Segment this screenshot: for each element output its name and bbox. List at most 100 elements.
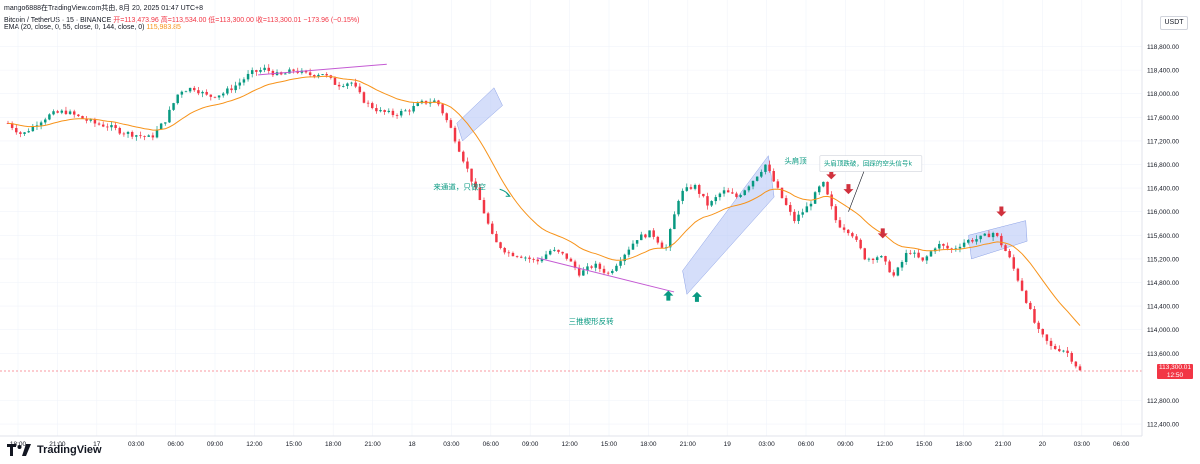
tradingview-logo[interactable]: TradingView [7, 443, 102, 457]
candle-body [888, 261, 891, 273]
long-signal-arrow [663, 290, 674, 301]
candle-body [1004, 245, 1007, 252]
candle-body [159, 123, 163, 130]
candle-body [1037, 322, 1040, 329]
candle-body [151, 135, 155, 138]
candle-body [590, 266, 593, 268]
candle-body [342, 86, 345, 87]
time-tick-label: 19 [724, 441, 732, 448]
candle-body [967, 240, 970, 243]
candle-body [271, 70, 275, 76]
candle-body [85, 118, 88, 121]
candle-body [238, 82, 242, 86]
candle-body [714, 197, 718, 202]
candle-body [135, 135, 138, 137]
candle-body [1070, 352, 1073, 362]
time-tick-label: 17 [93, 441, 101, 448]
candle-body [764, 164, 767, 172]
candle-body [114, 125, 117, 128]
candle-body [979, 235, 982, 240]
callout-pointer [848, 171, 865, 212]
callout-box [819, 155, 923, 172]
candle-body [362, 92, 366, 103]
candle-body [809, 203, 813, 207]
channel-zone [456, 87, 503, 142]
candle-body [726, 190, 730, 193]
candle-body [598, 263, 602, 269]
time-tick-label: 09:00 [837, 441, 854, 448]
candle-body [234, 85, 237, 91]
candle-body [582, 270, 585, 276]
currency-button[interactable]: USDT [1160, 16, 1188, 30]
candle-body [155, 129, 159, 138]
candle-body [635, 240, 639, 244]
candle-body [615, 265, 618, 271]
candle-body [867, 258, 871, 260]
candle-body [747, 186, 751, 191]
time-axis: 18:00 21:00 17 03:00 06:00 09:00 12:00 15:00 18:… [10, 441, 1130, 448]
channel-zone [968, 220, 1028, 260]
candle-body [594, 263, 597, 268]
short-signal-arrow [843, 184, 854, 195]
candle-body [205, 91, 208, 95]
channel-arrow-head [505, 192, 511, 197]
time-tick-label: 15:00 [601, 441, 618, 448]
blue-channel-zones [456, 87, 1028, 295]
ema-label: EMA (20, close, 0, 55, close, 0, 144, cl… [4, 24, 145, 31]
candle-body [660, 242, 664, 248]
wedge-lines [258, 63, 675, 293]
candle-body [991, 232, 995, 238]
candle-body [201, 91, 204, 94]
chart-grid [0, 0, 1142, 436]
short-signal-arrow [826, 169, 837, 180]
candle-body [31, 125, 35, 132]
price-tick-label: 113,600.00 [1147, 351, 1179, 358]
candle-body [718, 193, 722, 198]
candle-body [962, 242, 966, 247]
candle-body [408, 110, 411, 112]
candle-body [1029, 302, 1032, 310]
candle-body [126, 131, 130, 134]
candle-body [619, 261, 622, 266]
price-tick-label: 116,000.00 [1147, 209, 1179, 216]
candle-body [544, 254, 548, 259]
callout-text: 头肩顶跌破，回踩的空头信号k [824, 159, 913, 168]
candle-body [958, 246, 962, 249]
candle-body [101, 124, 105, 127]
candle-body [830, 194, 833, 207]
candle-body [337, 84, 341, 87]
time-tick-label: 12:00 [561, 441, 578, 448]
candle-body [942, 243, 945, 246]
time-tick-label: 18:00 [325, 441, 342, 448]
time-tick-label: 18:00 [10, 441, 27, 448]
candle-body [15, 127, 18, 133]
candle-body [395, 115, 399, 116]
candle-body [896, 267, 900, 276]
ema-legend[interactable]: EMA (20, close, 0, 55, close, 0, 144, cl… [4, 24, 181, 31]
candle-body [445, 113, 448, 121]
candle-body [441, 104, 444, 114]
candle-body [263, 67, 266, 71]
candle-body [623, 254, 626, 262]
time-tick-label: 21:00 [680, 441, 697, 448]
candle-body [184, 91, 188, 93]
candle-body [611, 270, 614, 274]
candle-body [772, 171, 775, 182]
candle-body [143, 136, 146, 137]
time-tick-label: 18:00 [955, 441, 972, 448]
candle-body [176, 94, 179, 104]
candle-body [1078, 366, 1082, 371]
candle-body [64, 110, 68, 114]
candle-body [197, 90, 200, 94]
candle-body [689, 187, 693, 189]
ohlc-values: 开=113,473.96 高=113,534.00 低=113,300.00 收… [113, 17, 360, 24]
time-tick-label: 21:00 [995, 441, 1012, 448]
candle-body [358, 86, 362, 93]
candle-body [681, 190, 684, 201]
candle-body [1041, 328, 1044, 335]
candle-body [818, 186, 821, 193]
candle-body [110, 125, 113, 128]
long-signal-arrow [691, 291, 702, 302]
time-tick-label: 12:00 [877, 441, 894, 448]
